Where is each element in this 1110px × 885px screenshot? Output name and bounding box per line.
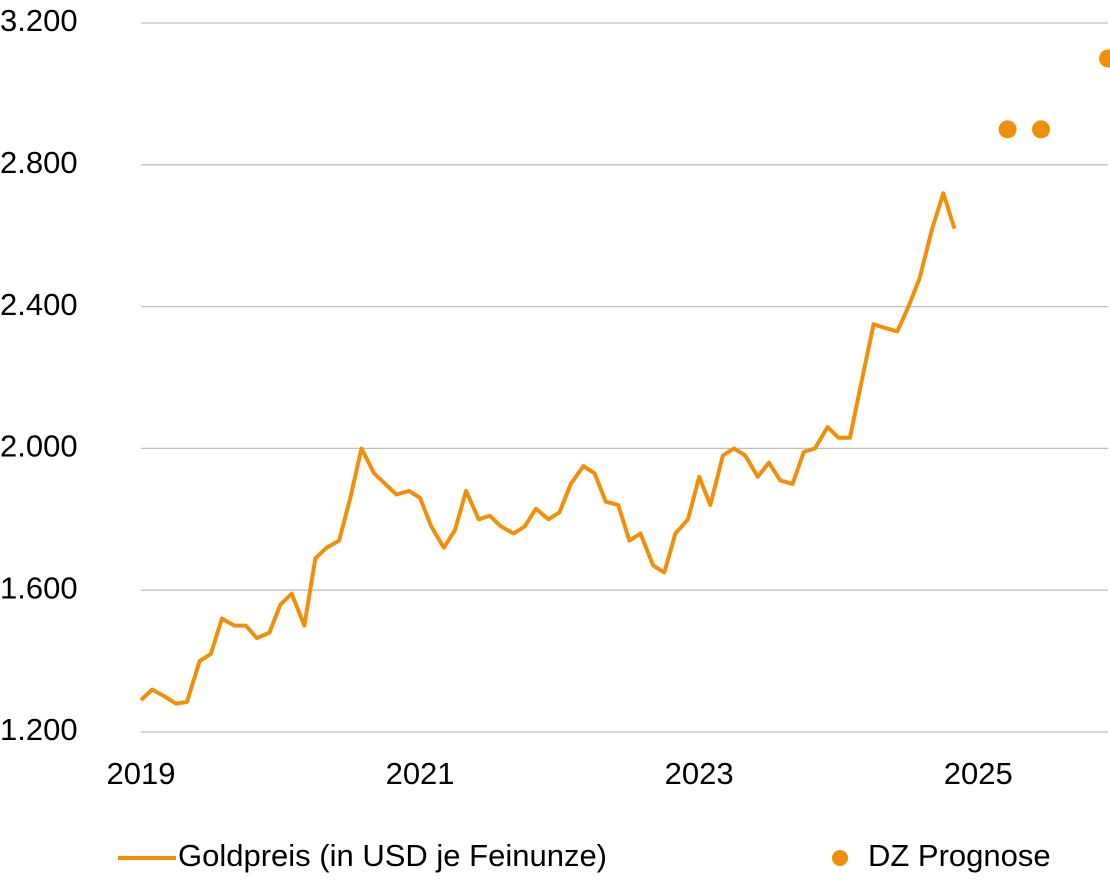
x-tick-label: 2021 [386, 756, 455, 791]
y-tick-label: 2.400 [0, 287, 78, 322]
x-tick-label: 2019 [107, 756, 176, 791]
forecast-dot [1099, 49, 1110, 68]
y-tick-label: 1.200 [0, 712, 78, 747]
legend-label: Goldpreis (in USD je Feinunze) [178, 838, 607, 873]
forecast-dot [998, 120, 1017, 139]
y-tick-label: 2.000 [0, 429, 78, 464]
price-line [139, 191, 957, 706]
forecast-dot [1032, 120, 1051, 139]
legend-label: DZ Prognose [868, 838, 1051, 873]
y-tick-label: 3.200 [0, 3, 78, 38]
y-tick-label: 2.800 [0, 145, 78, 180]
x-tick-label: 2023 [665, 756, 734, 791]
legend-dot [832, 850, 848, 866]
y-tick-label: 1.600 [0, 570, 78, 605]
x-tick-label: 2025 [944, 756, 1013, 791]
